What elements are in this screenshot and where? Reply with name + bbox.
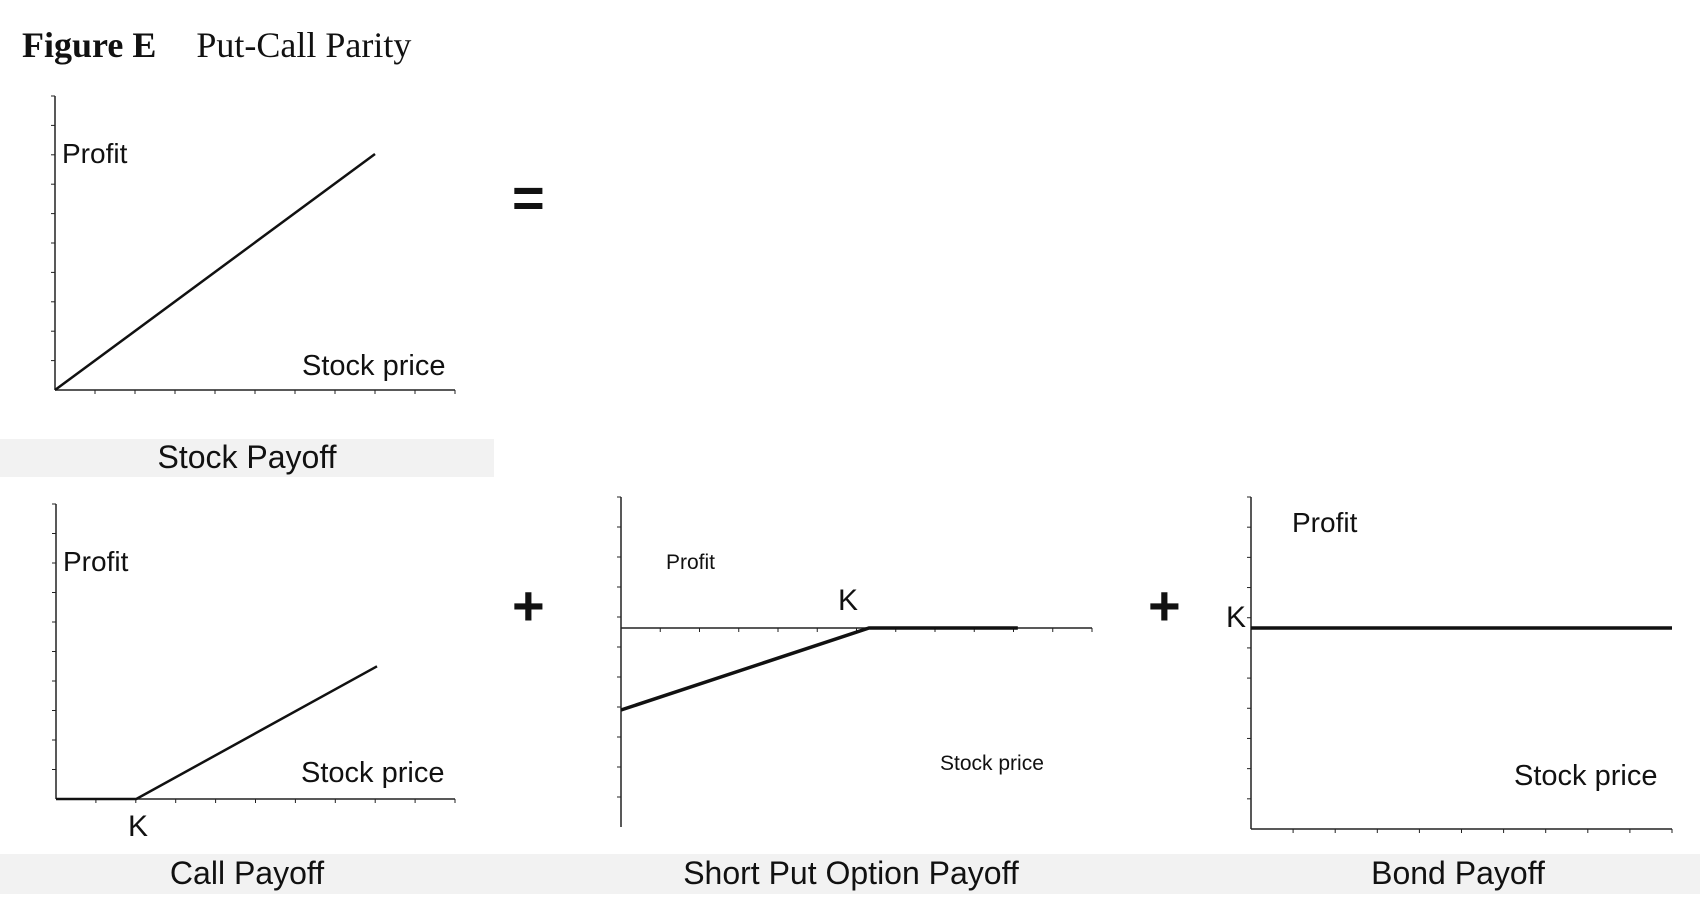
bond-chart [1247, 496, 1673, 833]
call-ylabel: Profit [63, 546, 129, 577]
call-payoff-caption: Call Payoff [169, 855, 325, 891]
stock-caption-band [0, 439, 494, 477]
bond-ylabel: Profit [1292, 507, 1358, 538]
call-strike-label: K [128, 810, 148, 843]
call-chart [52, 503, 456, 803]
put-ylabel: Profit [666, 551, 715, 574]
stock-xlabel: Stock price [302, 350, 445, 382]
short-put-chart [617, 496, 1093, 827]
call-ticks [52, 503, 456, 803]
bottom-caption-band [0, 854, 1700, 894]
stock-ticks [51, 95, 456, 394]
stock-chart [51, 95, 456, 394]
bond-strike-label: K [1226, 601, 1246, 634]
figure-label: Figure E [22, 25, 157, 65]
bond-xlabel: Stock price [1514, 760, 1657, 792]
short-put-payoff-line [620, 626, 1018, 712]
figure-title: Figure E Put-Call Parity [22, 24, 411, 66]
bond-ticks [1247, 496, 1673, 833]
short-put-payoff-caption: Short Put Option Payoff [683, 855, 1019, 891]
bond-payoff-caption: Bond Payoff [1371, 855, 1545, 891]
plus-operator-2: + [1148, 574, 1181, 637]
put-xlabel: Stock price [940, 752, 1044, 775]
plus-operator-1: + [512, 574, 545, 637]
figure-heading: Put-Call Parity [196, 25, 412, 65]
stock-payoff-line [54, 152, 376, 392]
stock-payoff-caption: Stock Payoff [157, 439, 337, 475]
put-strike-label: K [838, 584, 858, 617]
equals-operator: = [512, 166, 545, 229]
call-xlabel: Stock price [301, 757, 444, 789]
put-ticks [617, 496, 1093, 798]
stock-ylabel: Profit [62, 138, 128, 169]
call-payoff-line [56, 665, 378, 801]
